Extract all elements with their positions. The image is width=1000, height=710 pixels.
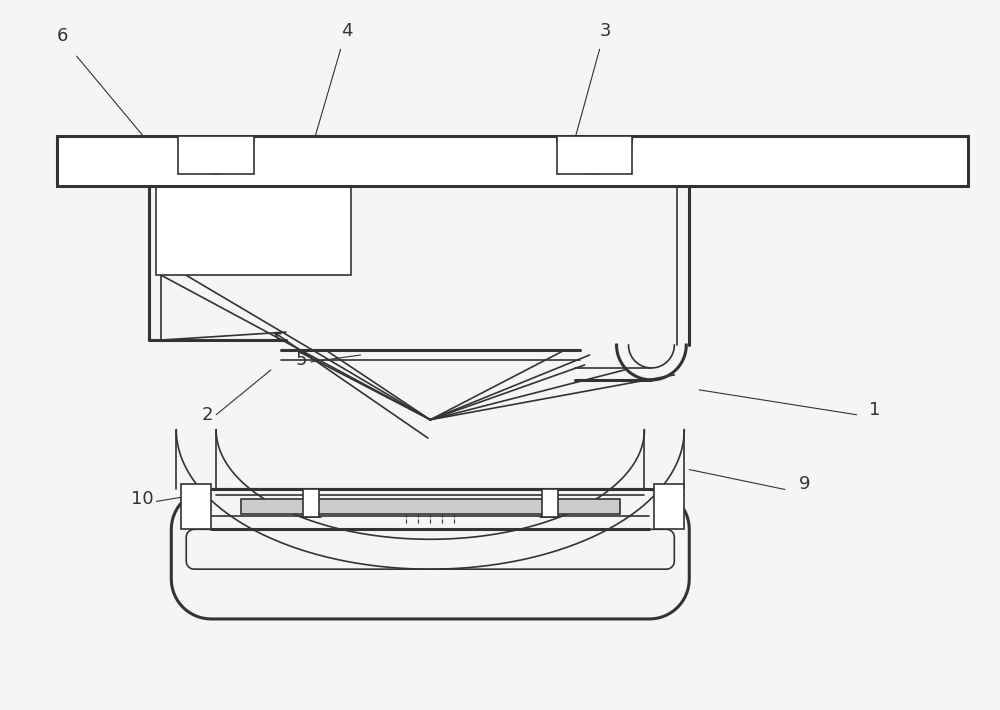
Text: 6: 6 xyxy=(57,27,68,45)
Bar xyxy=(156,186,351,275)
Bar xyxy=(654,484,684,530)
Text: 2: 2 xyxy=(201,405,213,424)
Bar xyxy=(178,136,254,174)
Bar xyxy=(303,489,319,518)
Text: 1: 1 xyxy=(869,400,880,419)
Text: 3: 3 xyxy=(600,22,611,40)
Bar xyxy=(557,136,632,174)
Text: 4: 4 xyxy=(341,22,352,40)
Bar xyxy=(57,136,968,186)
Text: 5: 5 xyxy=(296,351,307,369)
Bar xyxy=(241,499,620,514)
Bar xyxy=(181,484,211,530)
Text: 10: 10 xyxy=(131,491,154,508)
Text: 9: 9 xyxy=(799,476,810,493)
Bar xyxy=(542,489,558,518)
